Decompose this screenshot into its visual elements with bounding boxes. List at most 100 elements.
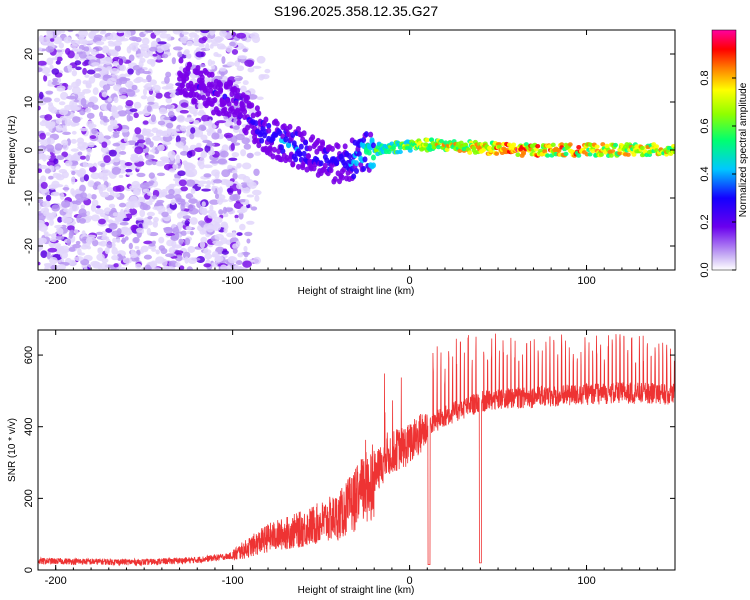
heatmap-cell xyxy=(157,41,167,45)
heatmap-cell xyxy=(111,254,119,261)
heatmap-cell xyxy=(243,143,252,150)
heatmap-cell xyxy=(124,207,130,214)
heatmap-cell xyxy=(205,43,210,51)
heatmap-cell xyxy=(53,158,59,165)
heatmap-cell xyxy=(138,60,144,68)
heatmap-cell xyxy=(233,201,244,210)
heatmap-cell xyxy=(172,128,180,132)
heatmap-cell xyxy=(120,128,129,133)
heatmap-cell xyxy=(168,183,175,189)
heatmap-cell xyxy=(201,150,208,159)
heatmap-cell xyxy=(212,179,223,184)
heatmap-cell xyxy=(104,247,110,255)
heatmap-cell xyxy=(654,144,660,149)
heatmap-cell xyxy=(151,248,157,252)
heatmap-cell xyxy=(59,115,68,121)
heatmap-cell xyxy=(223,179,231,184)
heatmap-cell xyxy=(71,81,80,89)
heatmap-cell xyxy=(177,51,183,58)
heatmap-cell xyxy=(160,44,170,51)
heatmap-cell xyxy=(167,150,176,159)
heatmap-cell xyxy=(96,205,101,209)
heatmap-cell xyxy=(99,120,104,125)
heatmap-cell xyxy=(192,98,198,105)
heatmap-cell xyxy=(93,34,104,41)
heatmap-cell xyxy=(182,144,189,153)
heatmap-cell xyxy=(270,153,276,160)
heatmap-cell xyxy=(100,191,110,198)
heatmap-cell xyxy=(64,160,73,167)
snr-x-tick-label: 100 xyxy=(577,575,595,587)
heatmap-cell xyxy=(46,57,54,66)
heatmap-cell xyxy=(162,265,168,270)
heatmap-cell xyxy=(179,66,184,71)
heatmap-cell xyxy=(234,214,239,219)
heatmap-cell xyxy=(117,110,128,117)
heatmap-cell xyxy=(42,200,51,208)
heatmap-cell xyxy=(117,254,124,260)
heatmap-cell xyxy=(245,94,251,101)
heatmap-cell xyxy=(204,144,211,153)
heatmap-cell xyxy=(38,164,48,170)
heatmap-cell xyxy=(137,139,146,144)
heatmap-cell xyxy=(135,134,144,138)
heatmap-cell xyxy=(124,30,132,38)
heatmap-cell xyxy=(94,208,105,215)
heatmap-cell xyxy=(172,244,183,249)
heatmap-cell xyxy=(96,231,103,236)
heatmap-cell xyxy=(232,248,238,254)
heatmap-cell xyxy=(339,174,345,181)
heatmap-cell xyxy=(99,240,108,247)
heatmap-cell xyxy=(106,36,113,41)
heatmap-cell xyxy=(67,30,74,33)
heatmap-cell xyxy=(126,172,133,176)
colorbar-tick-label: 0.4 xyxy=(699,166,711,181)
heatmap-cell xyxy=(310,134,316,141)
heatmap-cell xyxy=(206,224,215,233)
heatmap-cell xyxy=(286,142,292,149)
heatmap-cell xyxy=(131,156,141,163)
heatmap-cell xyxy=(79,218,87,224)
heatmap-cell xyxy=(119,266,127,270)
heatmap-cell xyxy=(178,57,184,64)
heatmap-cell xyxy=(51,204,60,212)
heatmap-cell xyxy=(121,226,130,233)
heatmap-cell xyxy=(185,53,192,59)
heatmap-cell xyxy=(241,183,248,188)
heatmap-cell xyxy=(49,64,54,70)
heatmap-cell xyxy=(89,135,97,140)
heatmap-cell xyxy=(179,211,188,217)
heatmap-cell xyxy=(70,188,75,195)
heatmap-cell xyxy=(141,37,150,45)
heatmap-cell xyxy=(354,167,359,174)
heatmap-cell xyxy=(49,256,58,265)
heatmap-cell xyxy=(166,239,174,247)
heatmap-cell xyxy=(244,199,250,206)
heatmap-cell xyxy=(143,85,149,89)
heatmap-cell xyxy=(75,198,84,203)
heatmap-cell xyxy=(457,148,463,154)
heatmap-cell xyxy=(203,173,212,178)
heatmap-cell xyxy=(335,143,341,150)
heatmap-cell xyxy=(197,183,205,187)
heatmap-cell xyxy=(131,84,138,91)
heatmap-cell xyxy=(86,112,95,119)
heatmap-cell xyxy=(189,133,195,140)
spectrogram-y-tick-label: 0 xyxy=(23,147,35,153)
heatmap-cell xyxy=(193,119,200,125)
heatmap-cell xyxy=(180,186,189,192)
heatmap-cell xyxy=(152,92,157,97)
heatmap-cell xyxy=(129,252,138,259)
heatmap-cell xyxy=(184,75,190,82)
heatmap-cell xyxy=(351,173,357,180)
heatmap-cell xyxy=(218,186,223,194)
heatmap-cell xyxy=(211,185,216,192)
heatmap-cell xyxy=(203,85,209,92)
heatmap-cell xyxy=(100,166,106,171)
heatmap-cell xyxy=(563,151,569,157)
heatmap-cell xyxy=(209,204,214,212)
heatmap-cell xyxy=(155,249,160,255)
heatmap-cell xyxy=(89,97,99,102)
heatmap-cell xyxy=(129,108,138,113)
heatmap-cell xyxy=(535,144,541,149)
